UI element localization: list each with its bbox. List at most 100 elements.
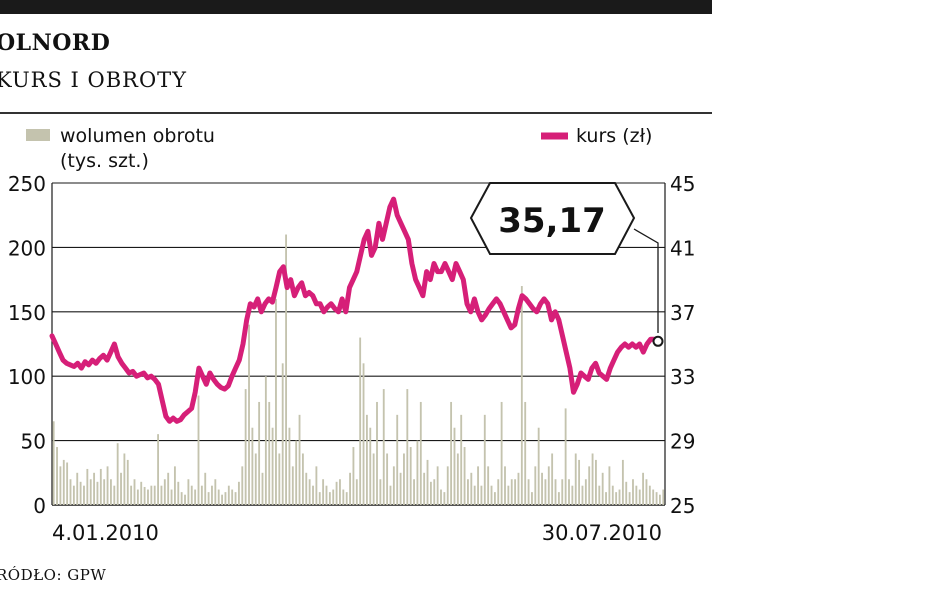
volume-bar (123, 453, 126, 505)
legend-price-label: kurs (zł) (576, 125, 652, 147)
volume-bar (615, 492, 618, 505)
callout-value: 35,17 (498, 201, 606, 241)
volume-bar (312, 485, 314, 505)
volume-bar (295, 440, 298, 505)
volume-bar (271, 427, 274, 505)
volume-bar (89, 479, 92, 505)
volume-bar (288, 427, 291, 505)
volume-bar (281, 363, 284, 505)
volume-bar (507, 485, 510, 505)
volume-bar (268, 401, 271, 505)
volume-bar (584, 479, 587, 505)
volume-bar (531, 492, 533, 505)
volume-bar (645, 479, 648, 505)
volume-bar (170, 489, 173, 505)
volume-bar (443, 492, 446, 505)
y-right-tick-label: 29 (670, 430, 695, 454)
chart-title: OLNORD (0, 30, 111, 56)
volume-bar (487, 466, 490, 505)
volume-bar (234, 492, 237, 505)
volume-bar (261, 472, 264, 505)
y-left-tick-label: 150 (8, 301, 46, 325)
volume-bar (365, 414, 368, 505)
volume-bar (493, 492, 496, 505)
volume-bar (578, 459, 581, 505)
volume-bar (460, 414, 463, 505)
volume-bar (544, 479, 547, 505)
volume-bar (456, 453, 459, 505)
volume-bar (473, 485, 476, 505)
volume-bar (301, 453, 304, 505)
volume-bar (332, 489, 335, 505)
volume-bar (504, 466, 506, 505)
volume-bar (389, 485, 392, 505)
volume-bar (103, 479, 106, 505)
x-end-label: 30.07.2010 (542, 521, 662, 545)
volume-bar (480, 485, 483, 505)
volume-bar (177, 481, 180, 505)
volume-bar (403, 453, 405, 505)
volume-bar (335, 481, 338, 505)
volume-bar (180, 492, 183, 505)
volume-bar (328, 492, 331, 505)
volume-bar (446, 466, 449, 505)
volume-bar (440, 489, 442, 505)
volume-bar (423, 472, 426, 505)
volume-bar (429, 481, 432, 505)
volume-bar (110, 479, 112, 505)
volume-bar (116, 443, 119, 505)
volume-bar (399, 472, 402, 505)
volume-bar (524, 401, 527, 505)
volume-bar (379, 479, 382, 505)
volume-bar (467, 479, 469, 505)
volume-bar (291, 466, 294, 505)
volume-bar (406, 389, 409, 505)
volume-bar (150, 485, 153, 505)
volume-bar (221, 494, 223, 505)
volume-bar (305, 472, 308, 505)
volume-bar (167, 472, 170, 505)
volume-bar (362, 363, 365, 505)
y-left-tick-label: 250 (8, 172, 46, 196)
volume-bar (173, 466, 176, 505)
volume-bar (207, 492, 210, 505)
volume-bar (561, 479, 564, 505)
volume-bar (325, 485, 328, 505)
volume-bar (517, 472, 520, 505)
volume-bar (79, 481, 82, 505)
volume-bar (514, 479, 517, 505)
volume-bar (322, 479, 325, 505)
volume-bar (352, 447, 355, 505)
volume-bar (214, 479, 217, 505)
volume-bar (591, 453, 594, 505)
volume-bar (625, 481, 628, 505)
volume-bar (133, 479, 136, 505)
volume-bar (62, 459, 65, 505)
volume-bar (227, 485, 230, 505)
callout-leader (633, 228, 659, 333)
volume-bar (237, 481, 240, 505)
volume-bar (413, 479, 415, 505)
volume-bar (211, 485, 213, 505)
callout-box (469, 182, 636, 255)
volume-bar (59, 466, 62, 505)
volume-bar (251, 427, 254, 505)
volume-bar (520, 286, 523, 505)
volume-bar (83, 485, 85, 505)
volume-bar (551, 453, 554, 505)
volume-bar (601, 472, 604, 505)
volume-bar (140, 481, 143, 505)
source-note: RÓDŁO: GPW (0, 566, 107, 584)
volume-bar (93, 472, 96, 505)
volume-bar (130, 485, 133, 505)
volume-bar (66, 462, 69, 505)
volume-bar (655, 492, 658, 505)
volume-bar (106, 466, 109, 505)
volume-bar (638, 489, 641, 505)
volume-bar (376, 401, 378, 505)
volume-bar (126, 459, 129, 505)
volume-bar (99, 468, 102, 505)
volume-bar (231, 489, 234, 505)
volume-bar (642, 472, 645, 505)
